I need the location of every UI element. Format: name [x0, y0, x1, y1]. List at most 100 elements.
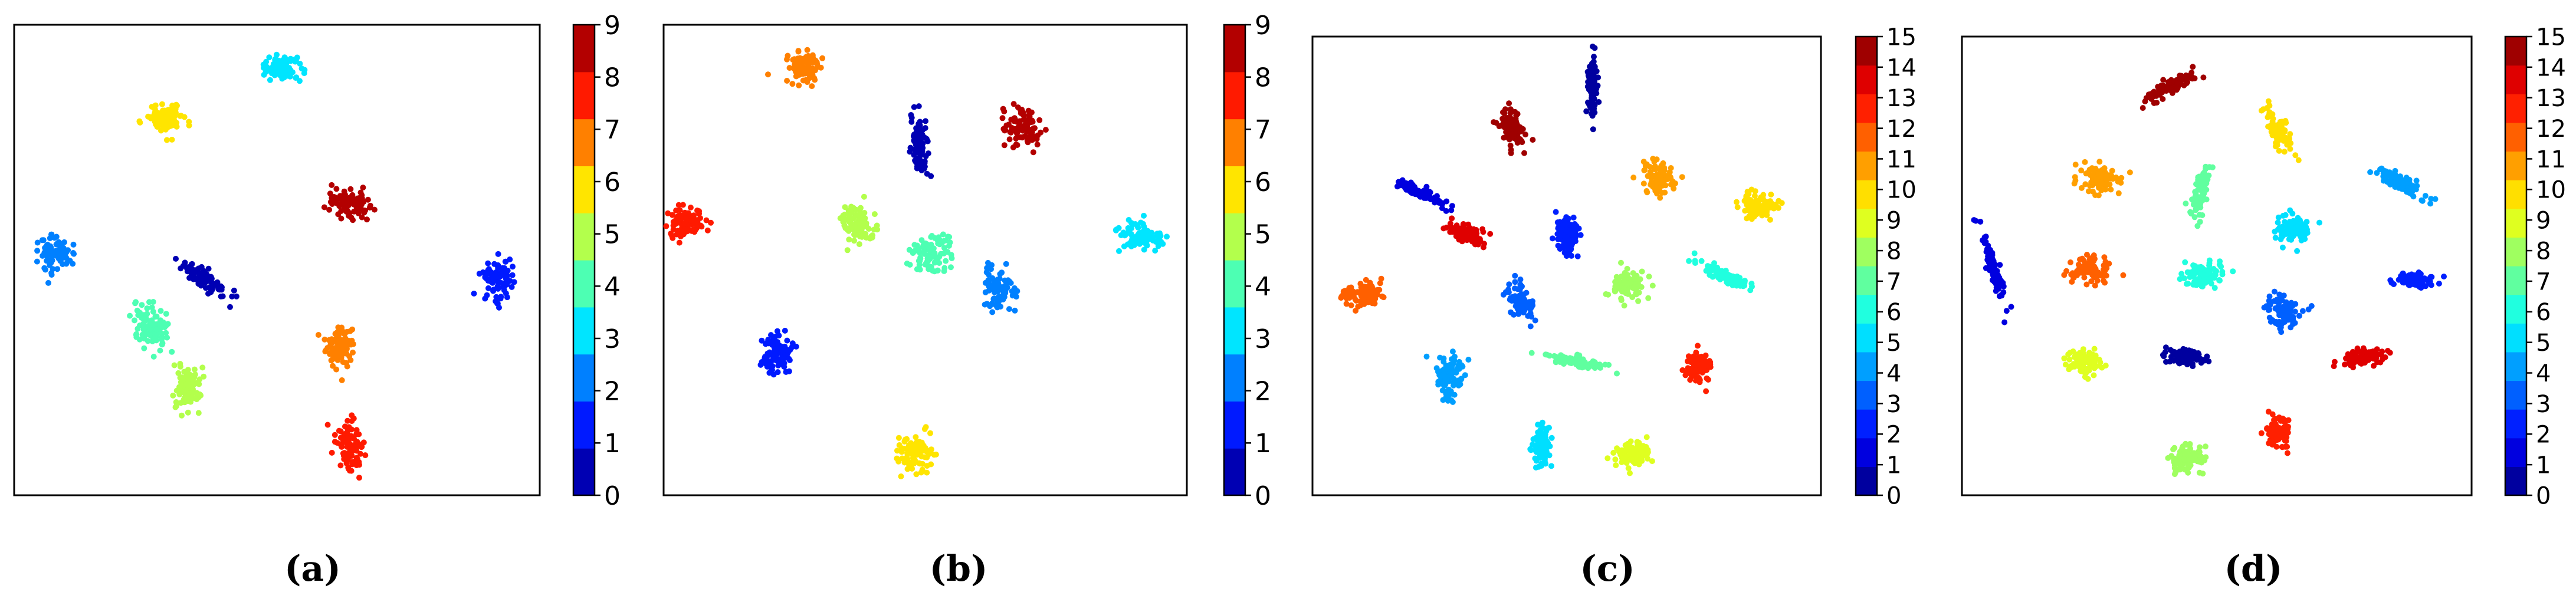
data-point-class-4: [1440, 358, 1447, 365]
data-point-class-11: [2082, 181, 2089, 187]
data-point-class-12: [2084, 252, 2090, 258]
panel-caption: (a): [284, 548, 341, 590]
data-point-class-8: [349, 460, 356, 467]
data-point-class-0: [206, 274, 212, 280]
data-point-class-9: [327, 190, 333, 197]
data-point-class-9: [1639, 458, 1645, 464]
data-point-class-0: [2173, 353, 2180, 359]
data-point-class-6: [928, 446, 934, 453]
data-point-class-1: [485, 260, 491, 266]
colorbar-tick-label: 0: [1886, 482, 1901, 509]
data-point-class-2: [1002, 287, 1009, 294]
data-point-class-1: [1998, 278, 2004, 284]
data-point-class-9: [1014, 142, 1020, 148]
data-point-class-9: [1001, 108, 1008, 114]
data-point-class-6: [162, 126, 169, 133]
data-point-class-4: [2408, 191, 2415, 198]
data-point-class-14: [1459, 238, 1465, 245]
data-point-class-3: [2285, 304, 2291, 310]
data-point-class-8: [1635, 284, 1641, 290]
data-point-class-15: [2190, 64, 2196, 70]
data-point-class-8: [1605, 291, 1612, 298]
data-point-class-9: [1625, 465, 1632, 472]
data-point-class-0: [918, 167, 925, 173]
data-point-class-9: [1627, 456, 1633, 463]
data-point-class-8: [1635, 277, 1641, 284]
data-point-class-7: [794, 72, 800, 78]
data-point-class-8: [2187, 462, 2194, 469]
data-point-class-13: [1702, 362, 1709, 368]
data-point-class-3: [1116, 248, 1122, 254]
data-point-class-0: [2169, 348, 2175, 354]
data-point-class-11: [1656, 165, 1662, 172]
data-point-class-5: [860, 216, 867, 223]
data-point-class-9: [1649, 458, 1655, 465]
data-point-class-7: [796, 82, 802, 88]
data-point-class-14: [2343, 355, 2349, 361]
data-point-class-7: [800, 71, 806, 77]
data-point-class-1: [2001, 319, 2008, 325]
data-point-class-11: [1640, 180, 1647, 187]
colorbar-tick-label: 2: [1886, 422, 1901, 449]
data-point-class-8: [340, 452, 347, 459]
data-point-class-4: [160, 319, 166, 325]
data-point-class-9: [1612, 456, 1619, 463]
data-point-class-0: [1590, 126, 1596, 133]
data-point-class-3: [2281, 313, 2288, 320]
data-point-class-9: [371, 206, 378, 213]
data-point-class-2: [34, 258, 40, 265]
data-point-class-2: [47, 262, 52, 268]
data-point-class-1: [504, 268, 511, 274]
data-point-class-4: [127, 312, 133, 319]
data-point-class-4: [2427, 200, 2434, 207]
data-point-class-14: [2352, 353, 2358, 360]
points-layer: [1338, 43, 1785, 476]
data-point-class-8: [346, 424, 352, 430]
data-point-class-6: [152, 117, 158, 123]
data-point-class-3: [1124, 241, 1131, 248]
data-point-class-3: [1164, 233, 1170, 240]
data-point-class-8: [2197, 444, 2203, 450]
colorbar-segment-11: [2505, 151, 2526, 180]
data-point-class-4: [1451, 382, 1456, 389]
data-point-class-9: [1030, 149, 1036, 156]
data-point-class-12: [2078, 269, 2084, 276]
data-point-class-10: [2276, 147, 2282, 154]
data-point-class-2: [1012, 307, 1018, 314]
data-point-class-4: [2432, 196, 2439, 202]
data-point-class-6: [1686, 258, 1692, 264]
data-point-class-5: [2294, 248, 2301, 254]
data-point-class-10: [2278, 136, 2285, 142]
data-point-class-4: [941, 238, 947, 244]
data-point-class-11: [2082, 159, 2088, 165]
data-point-class-5: [846, 212, 853, 218]
data-point-class-11: [2108, 172, 2114, 179]
data-point-class-0: [198, 272, 205, 279]
data-point-class-14: [1479, 226, 1486, 232]
data-point-class-2: [2415, 273, 2421, 279]
points-layer: [1971, 64, 2447, 478]
data-point-class-7: [809, 83, 815, 90]
data-point-class-5: [2295, 215, 2301, 221]
data-point-class-4: [2406, 180, 2413, 186]
data-point-class-10: [1733, 199, 1740, 205]
data-point-class-8: [1629, 294, 1636, 300]
data-point-class-15: [1501, 134, 1507, 141]
data-point-class-8: [2187, 446, 2194, 452]
colorbar-tick-label: 0: [1255, 481, 1271, 511]
data-point-class-6: [913, 471, 920, 478]
colorbar-tick-label: 3: [2536, 391, 2551, 418]
data-point-class-4: [2377, 166, 2383, 173]
data-point-class-9: [2062, 361, 2069, 368]
data-point-class-0: [2201, 357, 2208, 363]
data-point-class-13: [1696, 374, 1702, 381]
data-point-class-11: [1653, 156, 1660, 163]
data-point-class-3: [282, 55, 288, 61]
data-point-class-13: [1707, 364, 1714, 370]
data-point-class-4: [920, 242, 927, 249]
colorbar-segment-1: [2505, 437, 2526, 467]
data-point-class-0: [195, 281, 202, 287]
data-point-class-3: [2266, 314, 2273, 321]
data-point-class-4: [931, 250, 938, 256]
